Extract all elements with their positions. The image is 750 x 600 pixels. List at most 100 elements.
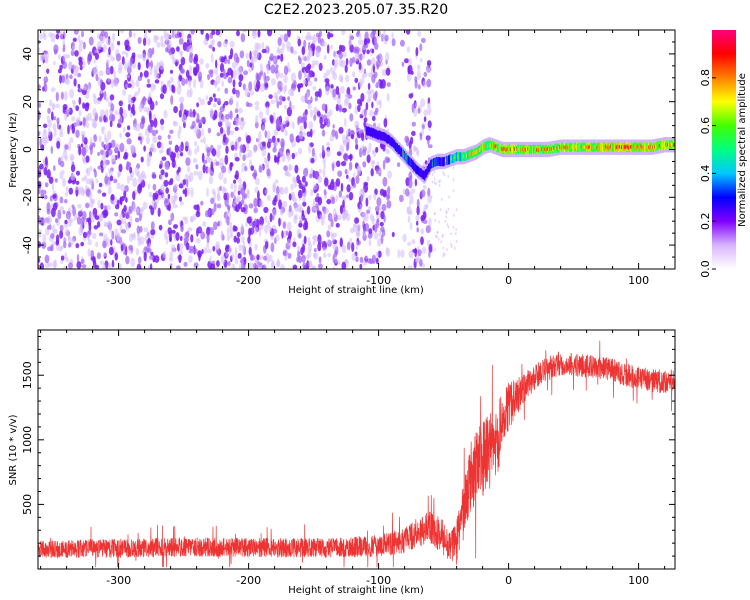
spectrogram-noise-blob [99,232,104,237]
spectrogram-noise-blob [345,58,349,66]
spectrogram-noise-blob [149,255,154,260]
spectrogram-noise-blob [307,248,312,259]
spectrogram-noise-blob [148,191,153,198]
spectrogram-noise-blob [379,54,383,63]
signal-core [372,129,374,138]
spectrogram-noise-blob [278,199,282,210]
spectrogram-noise-blob [348,161,353,171]
spectrogram-noise-blob [156,141,162,149]
spectrogram-noise-blob [74,50,79,57]
spectrogram-noise-blob [72,37,77,42]
signal-peak [630,144,632,149]
spectrogram-noise-blob [362,149,367,156]
spectrogram-noise-blob [106,220,112,226]
spectrogram-noise-blob [338,52,344,59]
spectrogram-noise-blob [212,93,216,98]
spectrogram-noise-blob [240,207,246,213]
spectrogram-noise-blob [434,212,436,216]
signal-peak [537,147,539,152]
spectrogram-noise-blob [102,240,107,249]
spectrogram-noise-blob [71,116,76,122]
spectrogram-noise-blob [413,107,418,117]
spectrogram-noise-blob [368,228,373,235]
spectrogram-noise-blob [261,147,267,157]
spectrogram-noise-blob [332,88,337,98]
spectrogram-noise-blob [94,69,99,76]
spectrogram-noise-blob [71,99,76,104]
spectrogram-noise-blob [285,230,289,236]
signal-peak [636,145,638,150]
spectrogram-noise-blob [299,215,303,221]
snr-xtick-label: 0 [505,574,512,587]
spectrogram-noise-blob [431,180,434,184]
spectrogram-noise-blob [399,39,405,47]
spectrogram-noise-blob [240,223,244,233]
spectrogram-noise-blob [386,92,390,102]
spectrogram-noise-blob [87,83,91,93]
spectrogram-noise-blob [376,197,382,207]
spectrogram-noise-blob [236,66,243,75]
spectrogram-noise-blob [209,255,212,264]
spectrogram-noise-blob [434,218,437,222]
signal-core [660,140,662,150]
spectrogram-noise-blob [254,101,260,106]
spectrogram-noise-blob [366,149,370,155]
signal-peak [559,145,561,150]
spectrogram-noise-blob [221,115,226,122]
spectrogram-noise-blob [65,186,69,192]
spectrogram-noise-blob [254,50,260,60]
spectrogram-noise-blob [277,55,281,60]
spectrogram-noise-blob [438,183,441,187]
spectrogram-noise-blob [46,169,51,179]
spectrogram-noise-blob [125,83,129,89]
spectrogram-noise-blob [109,65,114,75]
spectrogram-noise-blob [409,222,413,230]
spectrogram-noise-blob [308,47,313,55]
spectrogram-noise-blob [125,222,130,231]
spectrogram-noise-blob [445,215,448,219]
spectrogram-noise-blob [385,67,391,76]
spectrogram-noise-blob [231,263,236,269]
spectrogram-noise-blob [168,49,172,56]
spectrogram-noise-blob [303,167,309,177]
spectrogram-noise-blob [162,84,167,94]
spectrogram-noise-blob [448,195,450,199]
spectrogram-noise-blob [446,248,448,252]
spectrogram-noise-blob [114,143,119,153]
spectrogram-noise-blob [258,165,262,173]
spectrogram-noise-blob [206,187,209,198]
spectrogram-noise-blob [446,223,449,227]
spectrogram-noise-blob [161,156,167,161]
spectrogram-noise-blob [360,92,365,102]
spectrogram-noise-blob [377,250,382,258]
spectrogram-noise-blob [280,123,285,133]
spectrogram-noise-blob [362,161,367,168]
signal-core [421,169,423,179]
signal-peak [623,145,625,150]
spectrogram-noise-blob [199,58,204,65]
signal-peak [652,145,655,150]
spectrogram-noise-blob [258,265,263,269]
signal-core [422,170,424,180]
spectrogram-noise-blob [225,244,230,249]
spectrogram-noise-blob [305,55,310,63]
spectrogram-noise-blob [67,141,71,151]
spectrogram-noise-blob [101,192,107,197]
signal-peak [619,145,621,149]
spectrogram-noise-blob [442,254,445,258]
spectrogram-noise-blob [258,111,264,119]
spectrogram-noise-blob [368,238,372,247]
spectrogram-noise-blob [218,219,223,227]
spectrogram-noise-blob [75,105,80,112]
spectrogram-noise-blob [281,230,284,239]
spectrogram-noise-blob [73,78,77,87]
spectrogram-xlabel: Height of straight line (km) [288,285,424,296]
spectrogram-noise-blob [45,156,48,166]
spectrogram-noise-blob [325,85,330,96]
signal-peak [502,147,504,152]
spectrogram-noise-blob [345,129,349,139]
spectrogram-noise-blob [76,216,82,225]
spectrogram-noise-blob [434,177,436,181]
spectrogram-noise-blob [336,260,341,266]
spectrogram-noise-blob [210,263,216,269]
